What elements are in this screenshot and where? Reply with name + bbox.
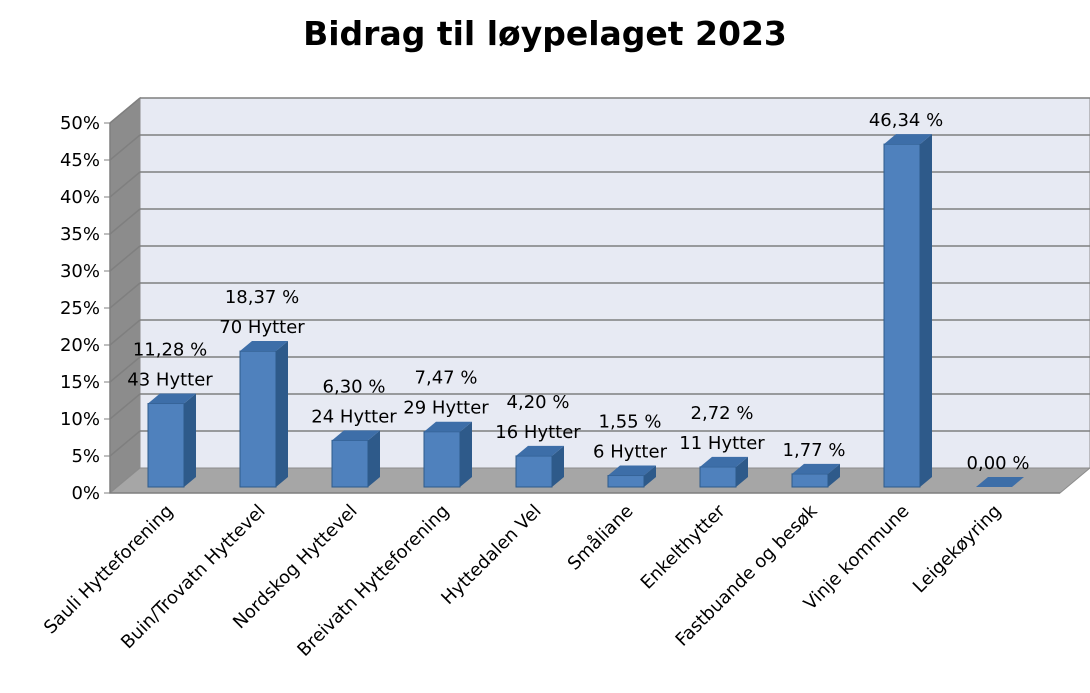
data-label: 46,34 % [869, 110, 943, 131]
gridline-side [109, 245, 141, 272]
bar-top [332, 430, 380, 441]
bar-front [515, 455, 553, 488]
y-tick-label: 25% [60, 298, 100, 319]
bar-side [368, 430, 380, 487]
y-tick-label: 15% [60, 372, 100, 393]
bar-top [884, 134, 932, 145]
data-label: 1,55 % [599, 412, 662, 433]
bar-top [792, 463, 840, 474]
y-tick-label: 50% [60, 113, 100, 134]
y-tick-label: 45% [60, 150, 100, 171]
bar-top [516, 445, 564, 456]
data-label: 0,00 % [967, 453, 1030, 474]
bar-top [424, 421, 472, 432]
data-label: 29 Hytter [403, 398, 489, 419]
data-label: 11 Hytter [679, 433, 765, 454]
data-label: 18,37 % [225, 287, 299, 308]
y-tick-label: 20% [60, 335, 100, 356]
bar-front [147, 403, 185, 488]
gridline-side [109, 356, 141, 383]
x-category-label: Småliane [564, 501, 638, 575]
bars [147, 134, 1024, 488]
x-category-label: Hyttedalen Vel [437, 501, 545, 609]
bar-side [552, 445, 564, 487]
data-label: 7,47 % [415, 368, 478, 389]
y-tick-label: 0% [71, 483, 100, 504]
data-label: 1,77 % [783, 440, 846, 461]
bar [423, 421, 472, 488]
x-category-label: Enkelthytter [637, 500, 730, 593]
bar-front [239, 350, 277, 488]
bar [607, 465, 656, 488]
y-tick-label: 10% [60, 409, 100, 430]
y-tick-label: 30% [60, 261, 100, 282]
gridline-side [109, 134, 141, 161]
bar-front [331, 439, 369, 488]
bar-top [148, 393, 196, 404]
data-label: 4,20 % [507, 392, 570, 413]
data-label: 6,30 % [323, 376, 386, 397]
chart-title: Bidrag til løypelaget 2023 [303, 14, 787, 53]
bar-side [920, 134, 932, 488]
bar-front [791, 473, 829, 488]
gridline-side [109, 171, 141, 198]
bar [791, 463, 840, 488]
bar-front [607, 475, 645, 488]
bar-top [240, 341, 288, 352]
bar [239, 341, 288, 488]
x-category-label: Leigekøyring [909, 501, 1006, 598]
bar-side [736, 456, 748, 487]
bar [331, 430, 380, 488]
y-tick-label: 5% [71, 446, 100, 467]
gridline-side [109, 208, 141, 235]
x-category-label: Breivatn Hytteforening [293, 501, 453, 661]
bar-side [184, 393, 196, 487]
gridline-side [109, 97, 141, 124]
bar [515, 445, 564, 488]
bar-side [276, 341, 288, 487]
data-label: 70 Hytter [219, 317, 305, 338]
data-labels: 43 Hytter 11,28 % 70 Hytter 18,37 % 24 Hytte… [127, 110, 1029, 474]
y-tick-label: 40% [60, 187, 100, 208]
data-label: 11,28 % [133, 340, 207, 361]
data-label: 6 Hytter [593, 442, 668, 463]
gridline-side [109, 319, 141, 346]
bar [147, 393, 196, 488]
bar-side [460, 421, 472, 487]
gridline-side [109, 282, 141, 309]
data-label: 24 Hytter [311, 406, 397, 427]
data-label: 16 Hytter [495, 422, 581, 443]
bar [883, 134, 932, 488]
bar-front [699, 466, 737, 488]
gridline-side [109, 430, 141, 457]
y-axis-ticks: 0% 5% 10% 15% 20% 25% 30% 35% 40% 45% 50% [60, 113, 1060, 504]
data-label: 43 Hytter [127, 370, 213, 391]
bar-side [828, 463, 840, 487]
bar [699, 456, 748, 488]
bar-front [423, 431, 461, 488]
bar-top [700, 456, 748, 467]
y-tick-label: 35% [60, 224, 100, 245]
bar-top [608, 465, 656, 476]
bar-side [644, 465, 656, 487]
bar [976, 477, 1024, 487]
bar-top [976, 477, 1024, 487]
data-label: 2,72 % [691, 403, 754, 424]
gridline-side [109, 393, 141, 420]
bar-front [883, 143, 921, 488]
